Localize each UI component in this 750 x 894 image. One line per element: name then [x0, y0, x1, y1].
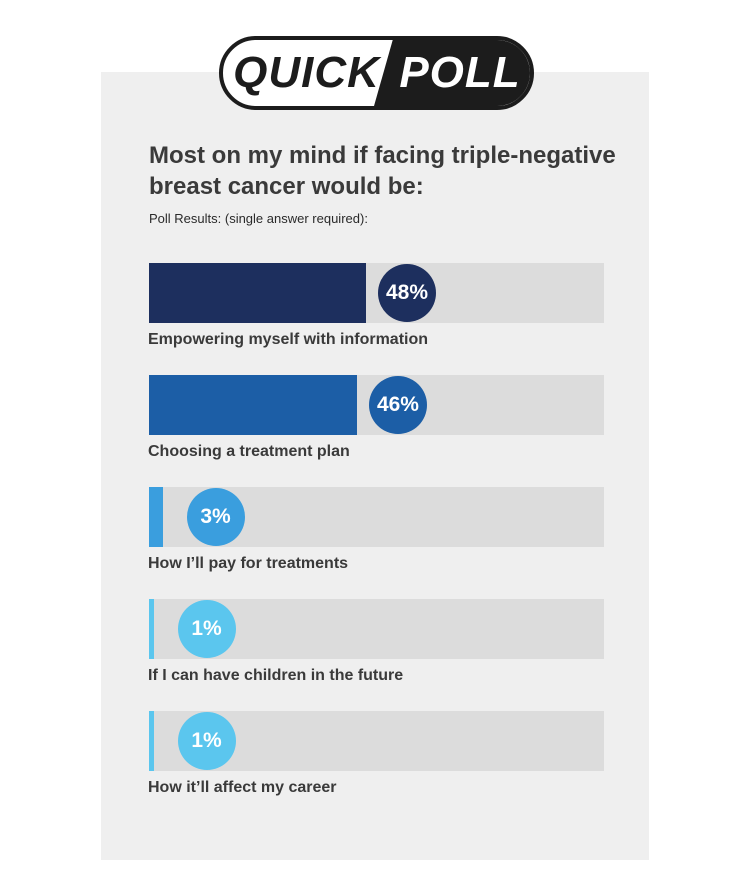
- poll-row: 1% If I can have children in the future: [148, 599, 604, 709]
- badge-quick-text: QUICK: [233, 48, 380, 97]
- quick-poll-badge: QUICK POLL: [219, 36, 534, 110]
- category-label: How I’ll pay for treatments: [148, 555, 349, 572]
- poll-row: 3% How I’ll pay for treatments: [148, 487, 604, 597]
- bar-fill: [149, 375, 357, 435]
- value-label: 46%: [368, 376, 427, 434]
- poll-row: 1% How it’ll affect my career: [148, 711, 604, 821]
- value-label: 48%: [378, 264, 436, 322]
- bar-track: 48%: [149, 263, 604, 323]
- chart-subtitle: Poll Results: (single answer required):: [149, 211, 368, 226]
- category-label: How it’ll affect my career: [148, 779, 337, 796]
- bar-track: 1%: [149, 599, 604, 659]
- bar-track: 1%: [149, 711, 604, 771]
- bar-track: 3%: [149, 487, 604, 547]
- category-label: If I can have children in the future: [148, 667, 404, 684]
- chart-title: Most on my mind if facing triple-negativ…: [149, 142, 616, 200]
- bar-fill: [149, 263, 366, 323]
- category-label: Empowering myself with information: [148, 331, 429, 348]
- bar-fill: [149, 711, 154, 771]
- bar-fill: [149, 487, 163, 547]
- value-label: 1%: [177, 712, 236, 770]
- poll-row: 46% Choosing a treatment plan: [148, 375, 604, 485]
- badge-poll-text: POLL: [374, 40, 530, 106]
- bar-track: 46%: [149, 375, 604, 435]
- poll-row: 48% Empowering myself with information: [148, 263, 604, 373]
- value-label: 3%: [186, 488, 245, 546]
- category-label: Choosing a treatment plan: [148, 443, 350, 460]
- bar-fill: [149, 599, 154, 659]
- value-label: 1%: [177, 600, 236, 658]
